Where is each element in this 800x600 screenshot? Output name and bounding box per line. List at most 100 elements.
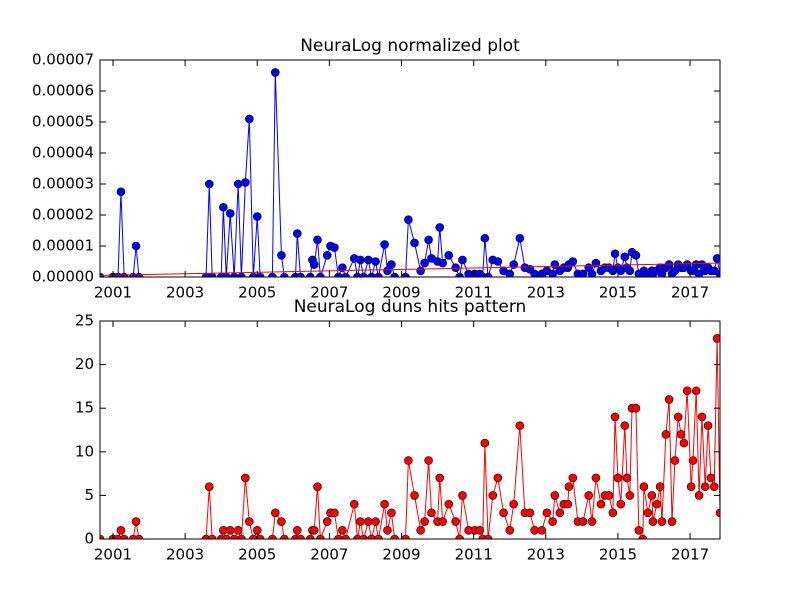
data-point xyxy=(119,534,129,539)
data-point xyxy=(270,508,280,518)
data-point xyxy=(620,421,630,430)
data-point xyxy=(548,517,557,526)
data-point xyxy=(341,272,350,277)
series-line xyxy=(100,262,720,276)
data-point xyxy=(309,525,319,535)
data-point xyxy=(625,491,635,500)
data-point xyxy=(204,482,214,491)
data-point xyxy=(292,229,302,238)
y-tick-label: 0.00007 xyxy=(32,51,94,69)
data-point xyxy=(505,525,515,535)
data-point xyxy=(313,235,322,245)
data-point xyxy=(679,438,689,448)
data-point xyxy=(610,412,620,422)
data-point xyxy=(647,491,657,500)
data-point xyxy=(248,534,258,539)
data-point xyxy=(233,525,243,535)
data-point xyxy=(616,499,626,509)
data-point xyxy=(219,202,228,212)
data-point xyxy=(371,517,380,526)
data-point xyxy=(131,241,141,251)
data-point xyxy=(356,517,365,526)
data-point xyxy=(367,272,376,277)
plot-area xyxy=(100,68,720,277)
data-point xyxy=(225,209,235,218)
data-point xyxy=(444,499,454,509)
data-point xyxy=(455,272,464,277)
data-point xyxy=(252,212,262,221)
data-point xyxy=(338,263,347,273)
data-point xyxy=(631,251,641,260)
data-point xyxy=(387,260,396,269)
data-point xyxy=(451,263,460,273)
axes-frame xyxy=(99,59,721,278)
data-point xyxy=(493,257,503,266)
data-point xyxy=(700,482,710,491)
data-point xyxy=(537,525,547,535)
data-point xyxy=(688,456,698,465)
data-point xyxy=(404,215,413,224)
data-point xyxy=(371,257,380,266)
x-tick-label: 2005 xyxy=(238,284,276,302)
data-point xyxy=(277,517,286,526)
data-point xyxy=(280,272,289,277)
data-point xyxy=(515,233,525,243)
data-point xyxy=(587,517,597,526)
data-point xyxy=(712,334,720,343)
y-tick-label: 10 xyxy=(75,442,94,460)
x-tick-label: 2003 xyxy=(166,546,204,564)
data-point xyxy=(483,534,493,539)
data-point xyxy=(134,534,144,539)
data-point xyxy=(568,473,578,483)
data-point xyxy=(435,223,445,232)
y-tick-label: 0.00003 xyxy=(32,175,94,193)
x-tick-label: 2015 xyxy=(599,284,637,302)
data-point xyxy=(655,482,665,491)
data-point xyxy=(638,534,648,539)
data-point xyxy=(255,272,265,277)
x-tick-label: 2011 xyxy=(455,546,493,564)
data-point xyxy=(233,179,243,189)
data-point xyxy=(568,257,578,266)
data-point xyxy=(280,534,289,539)
y-tick-label: 20 xyxy=(75,355,94,373)
data-point xyxy=(608,508,618,518)
data-point xyxy=(296,534,305,539)
data-point xyxy=(237,534,246,539)
data-point xyxy=(427,508,436,518)
data-point xyxy=(313,482,322,491)
data-point xyxy=(387,508,396,518)
data-point xyxy=(401,272,410,277)
data-point xyxy=(229,534,239,539)
data-point xyxy=(706,473,716,483)
y-tick-label: 0.00006 xyxy=(32,82,94,100)
data-point xyxy=(584,491,594,500)
data-point xyxy=(438,258,447,268)
data-point xyxy=(364,255,373,265)
x-tick-label: 2017 xyxy=(671,546,709,564)
data-point xyxy=(596,499,606,509)
data-point xyxy=(493,473,503,483)
x-tick-label: 2013 xyxy=(527,284,565,302)
data-point xyxy=(697,412,707,422)
data-point xyxy=(499,508,508,518)
data-point xyxy=(309,260,319,269)
data-point xyxy=(542,508,552,518)
y-tick-label: 0.00001 xyxy=(32,237,94,255)
data-point xyxy=(322,517,332,526)
data-point xyxy=(631,403,641,413)
data-point xyxy=(712,254,720,263)
data-point xyxy=(420,258,429,268)
data-point xyxy=(277,251,286,260)
x-tick-label: 2001 xyxy=(94,546,132,564)
data-point xyxy=(548,269,557,277)
data-point xyxy=(225,525,235,535)
data-point xyxy=(639,482,649,491)
x-tick-label: 2017 xyxy=(671,284,709,302)
data-point xyxy=(245,114,254,124)
data-point xyxy=(435,473,445,483)
data-point xyxy=(451,517,460,526)
chart-title: NeuraLog duns hits pattern xyxy=(294,297,527,317)
data-point xyxy=(480,233,490,243)
